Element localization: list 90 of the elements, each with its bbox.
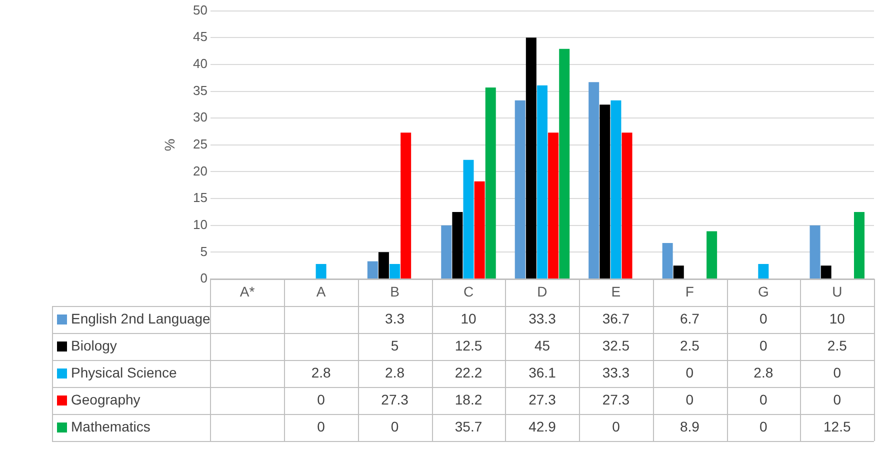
- data-label: 8.9: [680, 418, 700, 434]
- y-tick-label: 0: [200, 270, 208, 286]
- data-label: 0: [833, 364, 842, 380]
- x-tick-label: U: [832, 283, 842, 300]
- bar: [316, 264, 326, 278]
- y-axis-title: %: [161, 138, 178, 152]
- bar: [536, 85, 548, 278]
- data-label: 2.8: [385, 364, 405, 380]
- y-tick-label: 25: [192, 136, 208, 152]
- data-label: 27.3: [602, 391, 630, 408]
- data-label: 36.7: [602, 310, 630, 326]
- data-label: 35.7: [454, 418, 482, 434]
- data-label: 0: [760, 418, 768, 434]
- bar: [622, 132, 632, 278]
- data-label: 0: [686, 391, 694, 408]
- bar: [367, 261, 378, 278]
- bar: [600, 104, 610, 278]
- bar: [662, 243, 673, 278]
- bar: [673, 266, 684, 278]
- legend-label: Geography: [71, 391, 140, 408]
- bar: [610, 100, 622, 278]
- bar: [463, 160, 474, 278]
- bar: [706, 231, 718, 278]
- data-label: 0: [612, 418, 620, 434]
- bar: [758, 264, 769, 278]
- y-tick-label: 15: [192, 190, 208, 206]
- x-tick-label: A: [316, 283, 326, 300]
- data-label: 45: [534, 337, 550, 354]
- data-label: 2.8: [754, 364, 774, 380]
- x-tick-label: A*: [240, 283, 256, 300]
- data-label: 0: [317, 418, 326, 434]
- data-label: 0: [390, 418, 399, 434]
- data-label: 42.9: [528, 418, 556, 434]
- bar: [514, 100, 526, 278]
- data-label: 12.5: [454, 337, 482, 354]
- x-tick-label: G: [758, 283, 769, 300]
- bar: [548, 132, 559, 278]
- bar: [559, 48, 570, 278]
- data-label: 32.5: [602, 337, 630, 354]
- data-label: 18.2: [454, 391, 482, 408]
- data-label: 33.3: [602, 364, 630, 380]
- x-tick-label: D: [537, 283, 548, 300]
- data-label: 2.5: [680, 337, 700, 354]
- bar: [474, 181, 485, 278]
- x-tick-label: E: [611, 283, 621, 300]
- bar: [810, 225, 820, 278]
- x-tick-label: B: [390, 283, 400, 300]
- data-label: 36.1: [528, 364, 556, 380]
- bar: [485, 88, 496, 278]
- data-label: 2.5: [827, 337, 848, 354]
- y-tick-label: 30: [192, 110, 208, 125]
- legend-label: English 2nd Language: [71, 310, 211, 326]
- y-tick-label: 40: [192, 56, 208, 72]
- y-tick-label: 10: [192, 216, 208, 232]
- legend-label: Biology: [71, 337, 117, 354]
- x-tick-label: C: [463, 283, 474, 300]
- bar: [854, 212, 865, 278]
- y-tick-label: 35: [192, 82, 208, 98]
- bar: [441, 225, 452, 278]
- x-tick-label: F: [685, 283, 694, 300]
- bar: [452, 212, 463, 278]
- data-label: 12.5: [824, 418, 851, 434]
- legend-label: Mathematics: [71, 418, 150, 434]
- data-label: 0: [686, 364, 694, 380]
- legend-label: Physical Science: [71, 364, 178, 380]
- y-tick-label: 45: [192, 29, 208, 44]
- data-label: 5: [390, 337, 399, 354]
- data-label: 10: [460, 310, 476, 326]
- data-label: 0: [760, 337, 768, 354]
- data-label: 0: [760, 391, 768, 408]
- y-tick-label: 50: [192, 2, 208, 18]
- bar: [400, 132, 412, 278]
- data-label: 27.3: [381, 391, 409, 408]
- data-label: 10: [829, 310, 846, 326]
- bar: [588, 82, 600, 278]
- data-label: 33.3: [528, 310, 556, 326]
- bar: [526, 38, 536, 278]
- data-label: 3.3: [385, 310, 405, 326]
- bar: [390, 264, 400, 278]
- data-label: 27.3: [528, 391, 556, 408]
- bar: [820, 266, 832, 278]
- y-tick-label: 5: [200, 244, 208, 259]
- data-label: 0: [317, 391, 326, 408]
- y-tick-label: 20: [192, 163, 208, 178]
- bar: [378, 252, 389, 278]
- data-label: 0: [760, 310, 768, 326]
- data-label: 2.8: [311, 364, 331, 380]
- data-label: 22.2: [454, 364, 482, 380]
- data-label: 0: [833, 391, 842, 408]
- data-label: 6.7: [680, 310, 700, 326]
